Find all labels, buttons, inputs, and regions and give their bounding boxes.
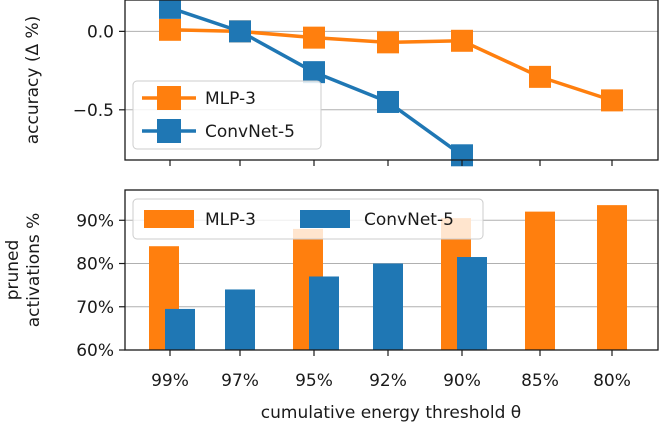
pruned-legend: MLP-3 ConvNet-5 [132, 198, 484, 240]
bar-convnet5 [309, 276, 339, 350]
x-tick-label: 90% [443, 371, 481, 391]
bar-convnet5 [165, 308, 195, 350]
accuracy-markers [159, 0, 623, 167]
pruned-y-tick-label: 90% [76, 211, 114, 231]
data-point [529, 65, 551, 88]
data-point [303, 61, 325, 84]
x-axis-label: cumulative energy threshold θ [261, 403, 521, 423]
legend-bar-convnet5-label: ConvNet-5 [364, 210, 454, 230]
x-tick-label: 80% [593, 371, 631, 391]
data-point [159, 18, 181, 41]
data-point [377, 90, 399, 113]
data-point [451, 144, 473, 167]
pruned-x-ticks: 99% 97% 95% 92% 90% 85% 80% [151, 350, 631, 391]
pruned-y-axis-label-line2: activations % [24, 213, 44, 328]
x-tick-label: 99% [151, 371, 189, 391]
accuracy-y-ticks: 0.0 −0.5 [73, 22, 125, 121]
bar-convnet5 [373, 263, 403, 350]
pruned-panel: MLP-3 ConvNet-5 60% 70% 80% 90% 99% 97% 95% 92… [3, 189, 659, 391]
legend-convnet5-marker [157, 119, 181, 143]
legend-bar-mlp3-label: MLP-3 [205, 210, 256, 230]
x-tick-label: 95% [295, 371, 333, 391]
legend-convnet5-swatch [300, 210, 350, 228]
data-point [159, 0, 181, 19]
data-point [377, 31, 399, 54]
legend-mlp3-marker [157, 86, 181, 110]
accuracy-x-ticks [169, 160, 613, 166]
data-point [601, 89, 623, 112]
data-point [229, 20, 251, 43]
legend-convnet5-label: ConvNet-5 [205, 122, 295, 142]
legend-mlp3-swatch [144, 210, 194, 228]
data-point [303, 26, 325, 49]
pruned-plot-frame [124, 189, 659, 351]
bar-convnet5 [457, 257, 487, 350]
legend-mlp3-label: MLP-3 [205, 89, 256, 109]
pruned-y-tick-label: 80% [76, 255, 114, 275]
accuracy-plot-frame [124, 0, 659, 161]
pruned-y-tick-label: 60% [76, 341, 114, 361]
x-tick-label: 85% [521, 371, 559, 391]
accuracy-y-axis-label: accuracy (Δ %) [23, 16, 43, 145]
accuracy-y-tick-label: 0.0 [87, 22, 114, 42]
bar-mlp3 [597, 205, 627, 350]
bar-mlp3 [525, 211, 555, 350]
pruned-y-ticks: 60% 70% 80% 90% [76, 211, 125, 361]
data-point [451, 29, 473, 52]
pruned-bars [149, 205, 627, 350]
x-tick-label: 92% [369, 371, 407, 391]
accuracy-legend: MLP-3 ConvNet-5 [132, 80, 322, 150]
pruned-y-axis-label-line1: pruned [3, 240, 23, 301]
bar-convnet5 [225, 289, 255, 350]
x-tick-label: 97% [221, 371, 259, 391]
pruned-y-tick-label: 70% [76, 298, 114, 318]
accuracy-y-tick-label: −0.5 [73, 101, 114, 121]
accuracy-panel: 0.0 −0.5 accuracy (Δ %) MLP-3 ConvNet-5 [23, 0, 659, 167]
